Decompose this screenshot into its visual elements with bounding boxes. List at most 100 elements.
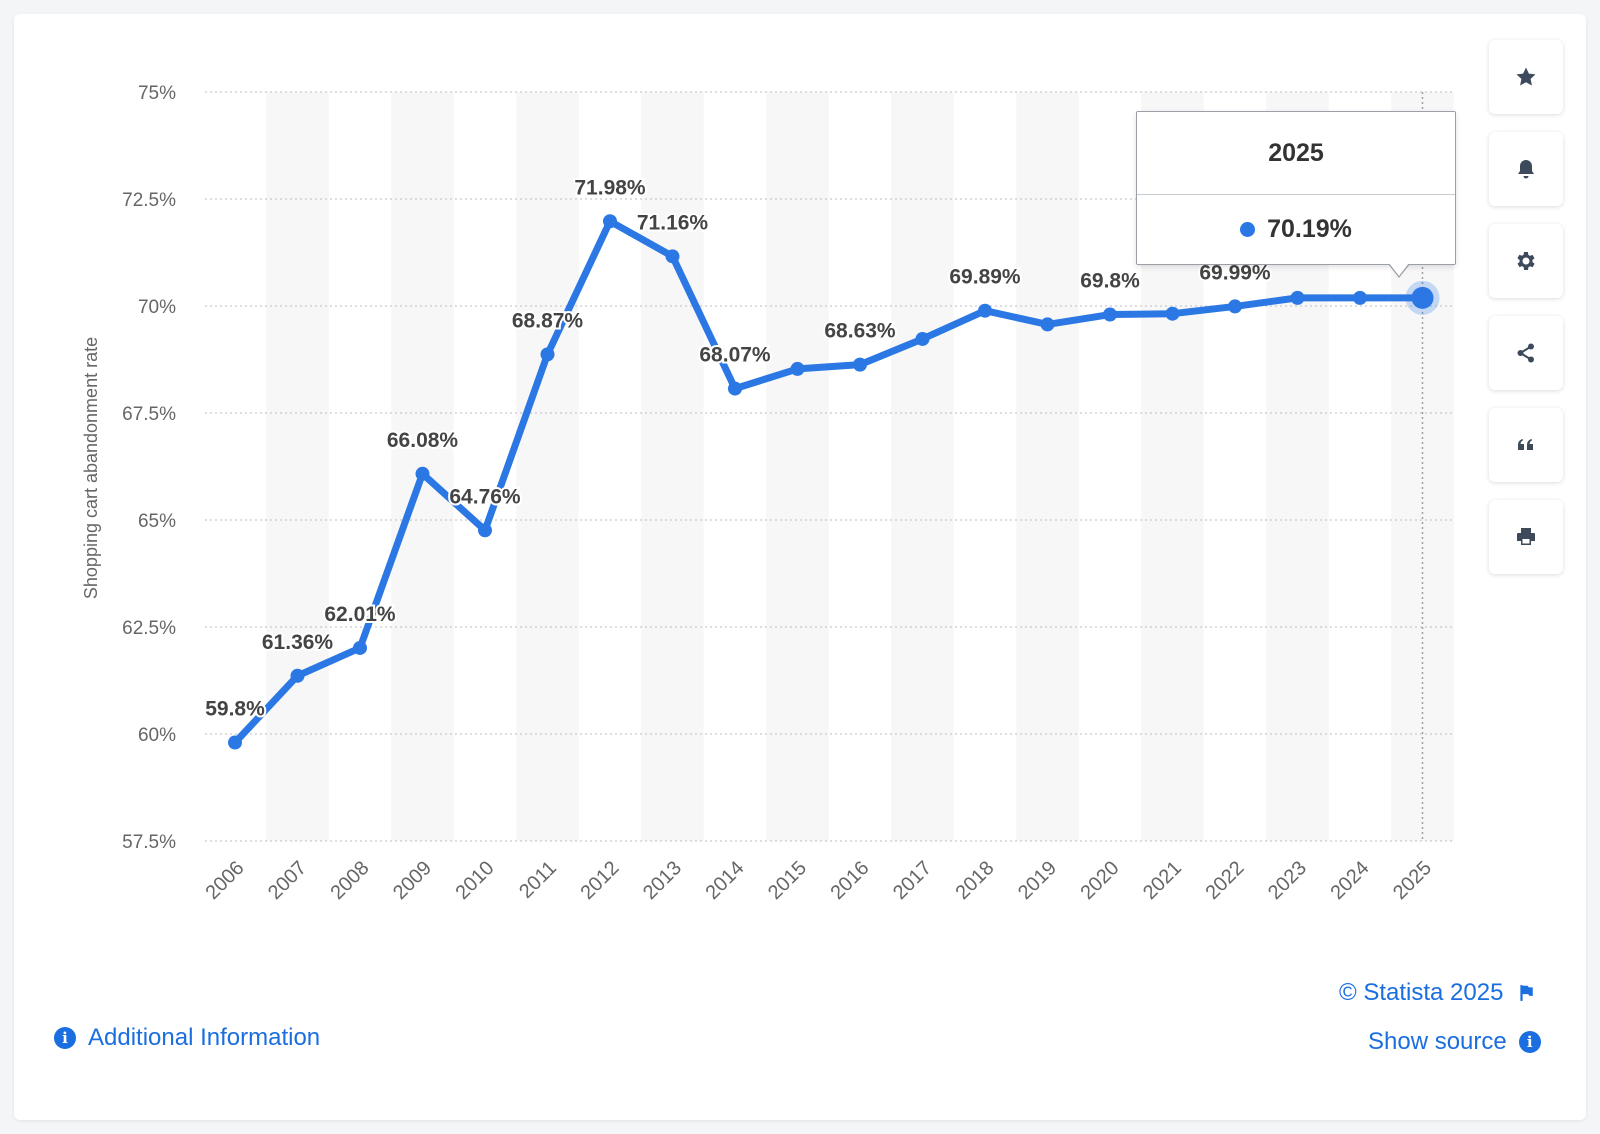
flag-icon xyxy=(1520,985,1534,1001)
y-tick-label: 70% xyxy=(138,297,176,318)
x-tick-label: 2010 xyxy=(452,857,499,904)
share-icon xyxy=(1517,343,1534,363)
y-axis-label: Shopping cart abandonment rate xyxy=(81,337,101,599)
year-band xyxy=(891,92,954,841)
data-point xyxy=(978,303,992,318)
data-point xyxy=(853,357,867,372)
x-tick-label: 2018 xyxy=(952,857,999,904)
data-point xyxy=(540,347,555,362)
data-point xyxy=(728,381,742,396)
tooltip-value: 70.19% xyxy=(1267,214,1352,243)
x-tick-label: 2007 xyxy=(264,857,311,904)
y-tick-label: 62.5% xyxy=(122,618,176,639)
data-point xyxy=(1165,306,1180,321)
data-label: 68.87% xyxy=(512,309,584,332)
share-button[interactable] xyxy=(1489,316,1563,390)
notification-button[interactable] xyxy=(1489,132,1563,206)
series-line xyxy=(231,217,1426,747)
x-tick-label: 2014 xyxy=(702,857,749,904)
x-tick-label: 2015 xyxy=(764,857,811,904)
x-tick-label: 2024 xyxy=(1327,857,1374,904)
tooltip-title: 2025 xyxy=(1137,112,1455,195)
data-label: 71.16% xyxy=(637,211,709,234)
year-band xyxy=(1016,92,1079,841)
data-label: 69.8% xyxy=(1080,270,1140,293)
data-points xyxy=(228,214,1440,750)
data-point xyxy=(790,361,805,376)
print-button[interactable] xyxy=(1489,500,1563,574)
tooltip-body: 70.19% xyxy=(1137,195,1455,263)
data-point xyxy=(290,668,305,683)
year-band xyxy=(641,92,704,841)
x-tick-label: 2008 xyxy=(327,857,374,904)
y-axis-ticks: 57.5% 60% 62.5% 65% 67.5% 70% 72.5% 75% xyxy=(122,83,176,853)
quote-icon xyxy=(1518,439,1533,450)
data-label: 66.08% xyxy=(387,429,459,452)
data-label: 59.8% xyxy=(205,698,265,721)
y-tick-label: 75% xyxy=(138,83,176,104)
data-label: 61.36% xyxy=(262,631,334,654)
data-label: 68.07% xyxy=(699,344,771,367)
year-band xyxy=(766,92,829,841)
x-tick-label: 2017 xyxy=(889,857,936,904)
y-tick-label: 57.5% xyxy=(122,832,176,853)
data-point xyxy=(1353,290,1367,305)
series-polyline xyxy=(231,217,1426,747)
x-tick-label: 2013 xyxy=(639,857,686,904)
data-point xyxy=(1290,290,1305,305)
data-label: 64.76% xyxy=(449,485,521,508)
data-label: 62.01% xyxy=(324,603,396,626)
x-tick-label: 2006 xyxy=(202,857,249,904)
additional-information-link[interactable]: i Additional Information xyxy=(54,1024,320,1052)
x-tick-label: 2012 xyxy=(577,857,624,904)
x-tick-label: 2009 xyxy=(389,857,436,904)
x-tick-label: 2025 xyxy=(1389,857,1436,904)
settings-button[interactable] xyxy=(1489,224,1563,298)
data-labels: 59.8% 61.36% 62.01% 66.08% 64.76% 68.87% 71.98… xyxy=(203,174,1273,722)
data-label: 68.63% xyxy=(824,320,896,343)
x-tick-label: 2019 xyxy=(1014,857,1061,904)
x-axis-ticks: 2006 2007 2008 2009 2010 2011 2012 2013 2014 2015… xyxy=(202,857,1437,904)
copyright-text: © Statista 2025 xyxy=(1339,979,1504,1006)
year-band xyxy=(266,92,329,841)
data-point xyxy=(353,640,367,655)
show-source-text: Show source xyxy=(1368,1028,1507,1055)
x-tick-label: 2022 xyxy=(1202,857,1249,904)
info-icon: i xyxy=(1518,1031,1541,1053)
cite-button[interactable] xyxy=(1489,408,1563,482)
y-tick-label: 67.5% xyxy=(122,404,176,425)
tooltip-series-dot xyxy=(1240,221,1256,237)
x-tick-label: 2011 xyxy=(515,857,561,903)
favorite-button[interactable] xyxy=(1489,40,1563,114)
year-band xyxy=(391,92,454,841)
data-point-highlighted xyxy=(1411,286,1434,309)
data-point xyxy=(1103,307,1117,322)
year-band xyxy=(516,92,579,841)
data-point xyxy=(1040,317,1055,332)
data-label: 69.89% xyxy=(949,266,1021,289)
data-point xyxy=(478,523,492,538)
additional-information-text: Additional Information xyxy=(88,1024,321,1051)
tooltip-arrow xyxy=(1388,263,1410,278)
info-icon: i xyxy=(54,1027,76,1049)
statista-copyright-link[interactable]: © Statista 2025 xyxy=(1339,979,1535,1007)
x-tick-label: 2021 xyxy=(1139,857,1186,904)
gear-icon xyxy=(1517,252,1535,270)
data-point xyxy=(1228,299,1242,314)
star-icon xyxy=(1516,67,1536,86)
tooltip: 2025 70.19% xyxy=(1136,111,1456,278)
x-tick-label: 2023 xyxy=(1264,857,1311,904)
x-tick-label: 2016 xyxy=(827,857,874,904)
chart-toolbar xyxy=(1489,40,1563,592)
year-bands xyxy=(266,92,1454,841)
data-point xyxy=(665,249,680,264)
show-source-link[interactable]: Show source i xyxy=(1368,1028,1541,1056)
data-point xyxy=(228,735,242,750)
data-point xyxy=(603,214,617,229)
y-tick-label: 72.5% xyxy=(122,190,176,211)
x-tick-label: 2020 xyxy=(1077,857,1124,904)
y-tick-label: 65% xyxy=(138,511,176,532)
data-point xyxy=(415,466,430,481)
data-point xyxy=(915,331,930,346)
